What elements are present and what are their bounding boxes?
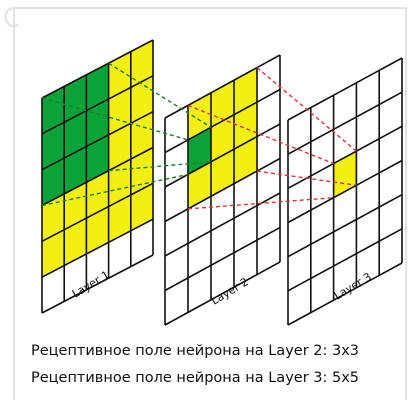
- caption-layer-2: Рецептивное поле нейрона на Layer 2: 3x3: [31, 343, 360, 359]
- grid-row-line: [164, 54, 281, 119]
- caption-layer-3: Рецептивное поле нейрона на Layer 3: 5x5: [31, 370, 360, 386]
- grid-row-line: [164, 88, 281, 154]
- grid-row-line: [41, 146, 154, 207]
- layer-1-green-region: [42, 63, 109, 206]
- grid-row-line: [41, 110, 154, 171]
- green-connector: [108, 161, 212, 172]
- green-connector: [41, 173, 189, 207]
- layer-3-grid: [287, 57, 403, 326]
- grid-row-line: [41, 39, 154, 99]
- layer-1-grid: [41, 39, 154, 314]
- grid-row-line: [41, 182, 154, 243]
- green-connector: [108, 62, 212, 128]
- red-connector: [256, 67, 357, 152]
- grid-row-line: [287, 159, 403, 224]
- grid-row-line: [287, 193, 403, 258]
- grid-row-line: [41, 218, 154, 278]
- grid-row-line: [287, 91, 403, 155]
- grid-row-line: [164, 157, 281, 223]
- grid-row-line: [41, 254, 154, 314]
- grid-row-line: [164, 261, 281, 326]
- layer-2-grid: [164, 54, 281, 326]
- grid-row-line: [164, 226, 281, 292]
- layer-3-yellow-region: [333, 151, 357, 198]
- layer-2-yellow-region: [188, 67, 257, 209]
- red-connector: [256, 170, 357, 186]
- red-connector: [187, 197, 334, 210]
- green-connector: [41, 97, 189, 141]
- grid-row-line: [287, 228, 403, 292]
- grid-row-line: [287, 262, 403, 326]
- red-connector: [187, 104, 334, 165]
- receptive-field-connectors: [41, 62, 357, 210]
- grid-row-line: [41, 75, 154, 135]
